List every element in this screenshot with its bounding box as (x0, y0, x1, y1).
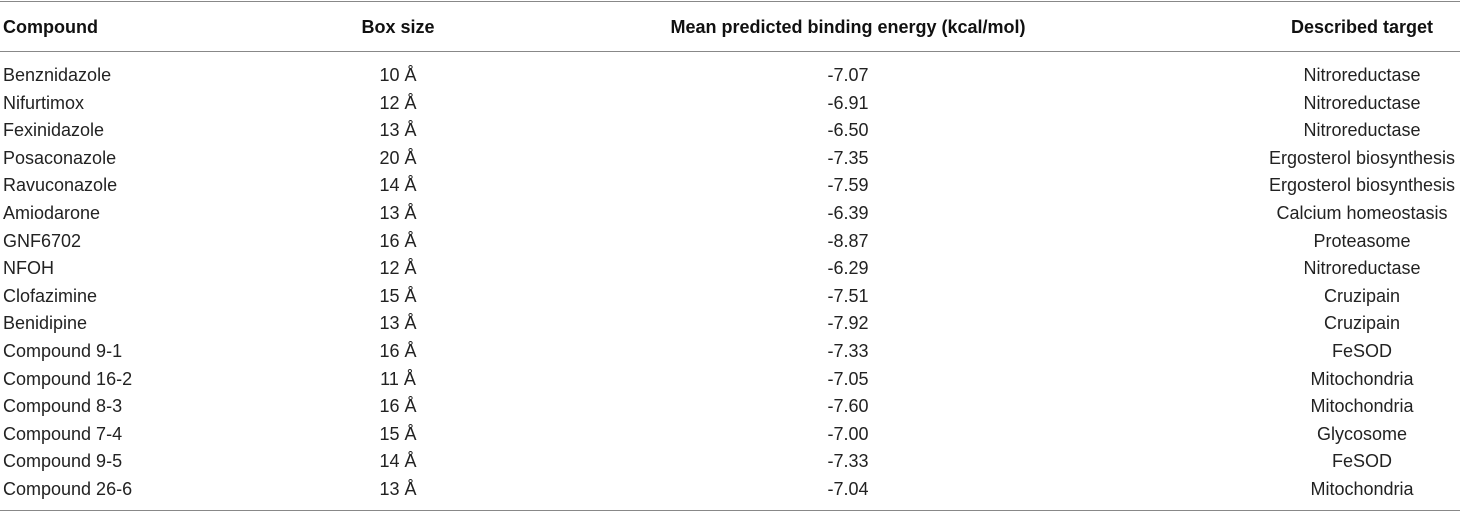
table-cell: Compound 9-5 (3, 451, 123, 472)
table-cell: 10 Å (379, 65, 417, 85)
table-cell: 12 Å (379, 92, 417, 113)
table-cell: 20 Å (379, 147, 417, 168)
table-cell: -6.50 (827, 120, 869, 141)
table-cell: 14 Å (379, 175, 417, 196)
table-cell: -8.87 (827, 230, 869, 251)
table-cell: 16 Å (379, 396, 417, 417)
table-cell: -7.35 (827, 147, 869, 168)
top-rule (0, 1, 1460, 2)
table-cell: Nifurtimox (3, 92, 85, 113)
table-cell: -7.33 (827, 341, 869, 361)
table-cell: Nitroreductase (1303, 258, 1421, 279)
table-cell: Cruzipain (1323, 313, 1401, 334)
table-cell: 13 Å (379, 120, 417, 141)
table-cell: -7.07 (827, 65, 869, 85)
table-cell: Compound 26-6 (3, 479, 133, 499)
table-cell: 16 Å (379, 230, 417, 251)
table-cell: Benznidazole (3, 65, 112, 85)
table-cell: Calcium homeostasis (1276, 203, 1448, 223)
table-cell: Fexinidazole (3, 120, 105, 141)
table-cell: 12 Å (379, 258, 417, 279)
table-cell: 15 Å (379, 423, 417, 444)
table-cell: 15 Å (379, 285, 417, 306)
table-cell: 16 Å (379, 341, 417, 361)
table-cell: Compound 8-3 (3, 396, 123, 417)
table-cell: 11 Å (380, 368, 416, 389)
table-cell: Proteasome (1313, 230, 1411, 251)
table-cell: Mitochondria (1310, 368, 1414, 389)
table-cell: Compound 9-1 (3, 341, 123, 361)
table-cell: Nitroreductase (1303, 92, 1421, 113)
table-cell: 13 Å (379, 203, 417, 223)
table-cell: Cruzipain (1323, 285, 1401, 306)
table-cell: 14 Å (379, 451, 417, 472)
table-cell: -7.60 (827, 396, 869, 417)
table-cell: -7.51 (827, 285, 869, 306)
header-cell: Mean predicted binding energy (kcal/mol) (670, 17, 1026, 37)
table-cell: Amiodarone (3, 203, 101, 223)
table-cell: Ravuconazole (3, 175, 118, 196)
table-cell: Ergosterol biosynthesis (1268, 147, 1456, 168)
header-cell: Compound (3, 17, 98, 37)
table-cell: FeSOD (1331, 451, 1393, 472)
table-cell: -6.29 (827, 258, 869, 279)
table-cell: Posaconazole (3, 147, 117, 168)
table-cell: -7.04 (827, 479, 869, 499)
table-cell: Compound 7-4 (3, 423, 123, 444)
table-cell: -7.33 (827, 451, 869, 472)
table-cell: NFOH (3, 258, 54, 279)
table-cell: -7.05 (827, 368, 869, 389)
table-cell: Nitroreductase (1303, 65, 1421, 85)
table-cell: 13 Å (379, 479, 417, 499)
header-cell: Box size (361, 17, 435, 37)
table-cell: -7.92 (827, 313, 869, 334)
table-cell: Nitroreductase (1303, 120, 1421, 141)
table-cell: -6.91 (827, 92, 869, 113)
table-cell: Compound 16-2 (3, 368, 133, 389)
table-cell: GNF6702 (3, 230, 82, 251)
table-cell: Glycosome (1316, 423, 1408, 444)
table-cell: -7.59 (827, 175, 869, 196)
table-cell: Mitochondria (1310, 479, 1414, 499)
table-cell: Ergosterol biosynthesis (1268, 175, 1456, 196)
table-cell: Benidipine (3, 313, 88, 334)
table-cell: Clofazimine (3, 285, 98, 306)
header-cell: Described target (1290, 17, 1434, 37)
bottom-rule (0, 510, 1460, 511)
table-cell: FeSOD (1331, 341, 1393, 361)
table-cell: Mitochondria (1310, 396, 1414, 417)
table-cell: -7.00 (827, 423, 869, 444)
table-cell: 13 Å (379, 313, 417, 334)
table-cell: -6.39 (827, 203, 869, 223)
header-rule (0, 51, 1460, 52)
